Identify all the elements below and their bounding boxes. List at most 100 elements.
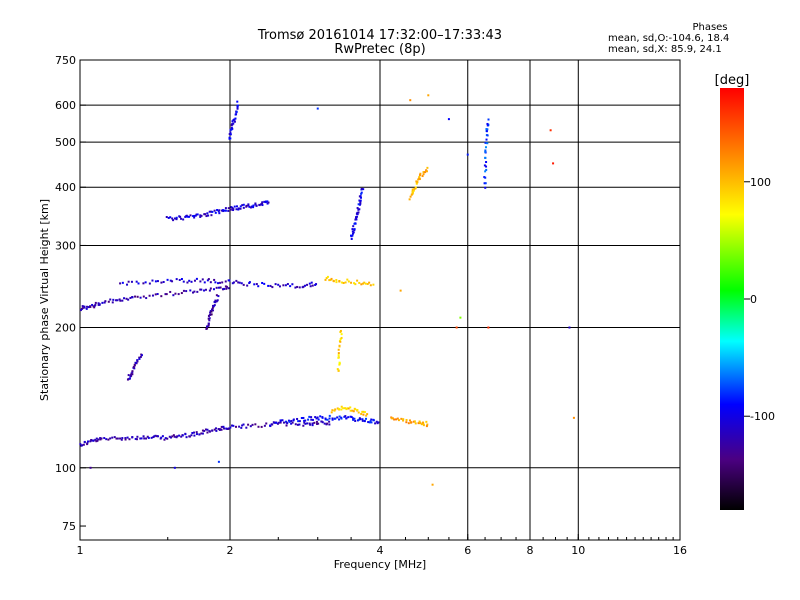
data-point bbox=[154, 293, 157, 296]
data-point bbox=[142, 435, 145, 438]
chart-title: Tromsø 20161014 17:32:00–17:33:43 bbox=[257, 28, 503, 43]
data-point bbox=[130, 374, 133, 377]
data-point bbox=[414, 186, 417, 189]
data-point bbox=[409, 195, 412, 198]
data-point bbox=[255, 283, 258, 286]
data-point bbox=[182, 280, 185, 283]
data-point bbox=[315, 283, 318, 286]
data-point bbox=[194, 214, 197, 217]
data-point bbox=[89, 466, 92, 469]
data-point bbox=[154, 434, 157, 437]
data-point bbox=[365, 414, 368, 417]
data-point bbox=[319, 415, 322, 418]
data-point bbox=[111, 436, 114, 439]
data-point bbox=[235, 208, 238, 211]
data-point bbox=[134, 437, 137, 440]
data-point bbox=[340, 333, 343, 336]
data-point bbox=[131, 436, 134, 439]
data-point bbox=[89, 305, 92, 308]
data-point bbox=[139, 437, 142, 440]
data-point bbox=[207, 317, 210, 320]
data-point bbox=[167, 216, 170, 219]
data-point bbox=[238, 281, 241, 284]
data-point bbox=[246, 284, 249, 287]
data-point bbox=[201, 432, 204, 435]
data-point bbox=[265, 200, 268, 203]
stats-x-line: mean, sd,X: 85.9, 24.1 bbox=[608, 44, 722, 55]
data-point bbox=[420, 423, 423, 426]
data-point bbox=[151, 294, 154, 297]
data-point bbox=[425, 170, 428, 173]
data-point bbox=[486, 122, 489, 125]
data-point bbox=[359, 195, 362, 198]
data-point bbox=[160, 436, 163, 439]
data-point bbox=[369, 420, 372, 423]
data-point bbox=[484, 149, 487, 152]
data-point bbox=[247, 203, 250, 206]
x-tick-label: 16 bbox=[673, 544, 687, 557]
data-point bbox=[485, 128, 488, 131]
data-point bbox=[359, 202, 362, 205]
data-point bbox=[128, 438, 131, 441]
data-point bbox=[292, 418, 295, 421]
data-point bbox=[207, 323, 210, 326]
data-point bbox=[369, 284, 372, 287]
data-point bbox=[123, 297, 126, 300]
data-point bbox=[94, 303, 97, 306]
data-point bbox=[315, 417, 318, 420]
data-point bbox=[193, 279, 196, 282]
data-point bbox=[140, 437, 143, 440]
data-point bbox=[340, 281, 343, 284]
data-point bbox=[356, 408, 359, 411]
data-point bbox=[131, 370, 134, 373]
data-point bbox=[352, 231, 355, 234]
data-point bbox=[337, 407, 340, 410]
data-point bbox=[412, 189, 415, 192]
data-point bbox=[316, 416, 319, 419]
data-point bbox=[361, 410, 364, 413]
data-point bbox=[422, 173, 425, 176]
data-point bbox=[330, 411, 333, 414]
data-point bbox=[253, 283, 256, 286]
data-point bbox=[182, 218, 185, 221]
data-point bbox=[228, 279, 231, 282]
data-point bbox=[95, 437, 98, 440]
data-point bbox=[354, 218, 357, 221]
data-point bbox=[418, 175, 421, 178]
data-point bbox=[357, 411, 360, 414]
data-point bbox=[240, 282, 243, 285]
data-point bbox=[171, 435, 174, 438]
data-point bbox=[181, 434, 184, 437]
data-point bbox=[267, 201, 270, 204]
data-point bbox=[354, 408, 357, 411]
data-point bbox=[228, 133, 231, 136]
data-point bbox=[101, 301, 104, 304]
data-point bbox=[180, 217, 183, 220]
data-point bbox=[139, 296, 142, 299]
data-point bbox=[360, 412, 363, 415]
data-point bbox=[344, 415, 347, 418]
data-point bbox=[487, 118, 490, 121]
data-point bbox=[190, 280, 193, 283]
data-point bbox=[119, 437, 122, 440]
data-point bbox=[207, 214, 210, 217]
data-point bbox=[279, 419, 282, 422]
data-point bbox=[306, 283, 309, 286]
data-point bbox=[217, 460, 220, 463]
data-point bbox=[235, 113, 238, 116]
data-point bbox=[286, 283, 289, 286]
data-point bbox=[485, 130, 488, 133]
data-point bbox=[166, 278, 169, 281]
data-point bbox=[372, 283, 375, 286]
data-point bbox=[165, 293, 168, 296]
data-point bbox=[402, 419, 405, 422]
data-point bbox=[113, 436, 116, 439]
data-point bbox=[127, 378, 130, 381]
data-point bbox=[366, 413, 369, 416]
data-point bbox=[148, 294, 151, 297]
data-point bbox=[324, 278, 327, 281]
data-point bbox=[257, 425, 260, 428]
data-point bbox=[352, 410, 355, 413]
grid-lines bbox=[80, 60, 680, 540]
data-point bbox=[105, 438, 108, 441]
